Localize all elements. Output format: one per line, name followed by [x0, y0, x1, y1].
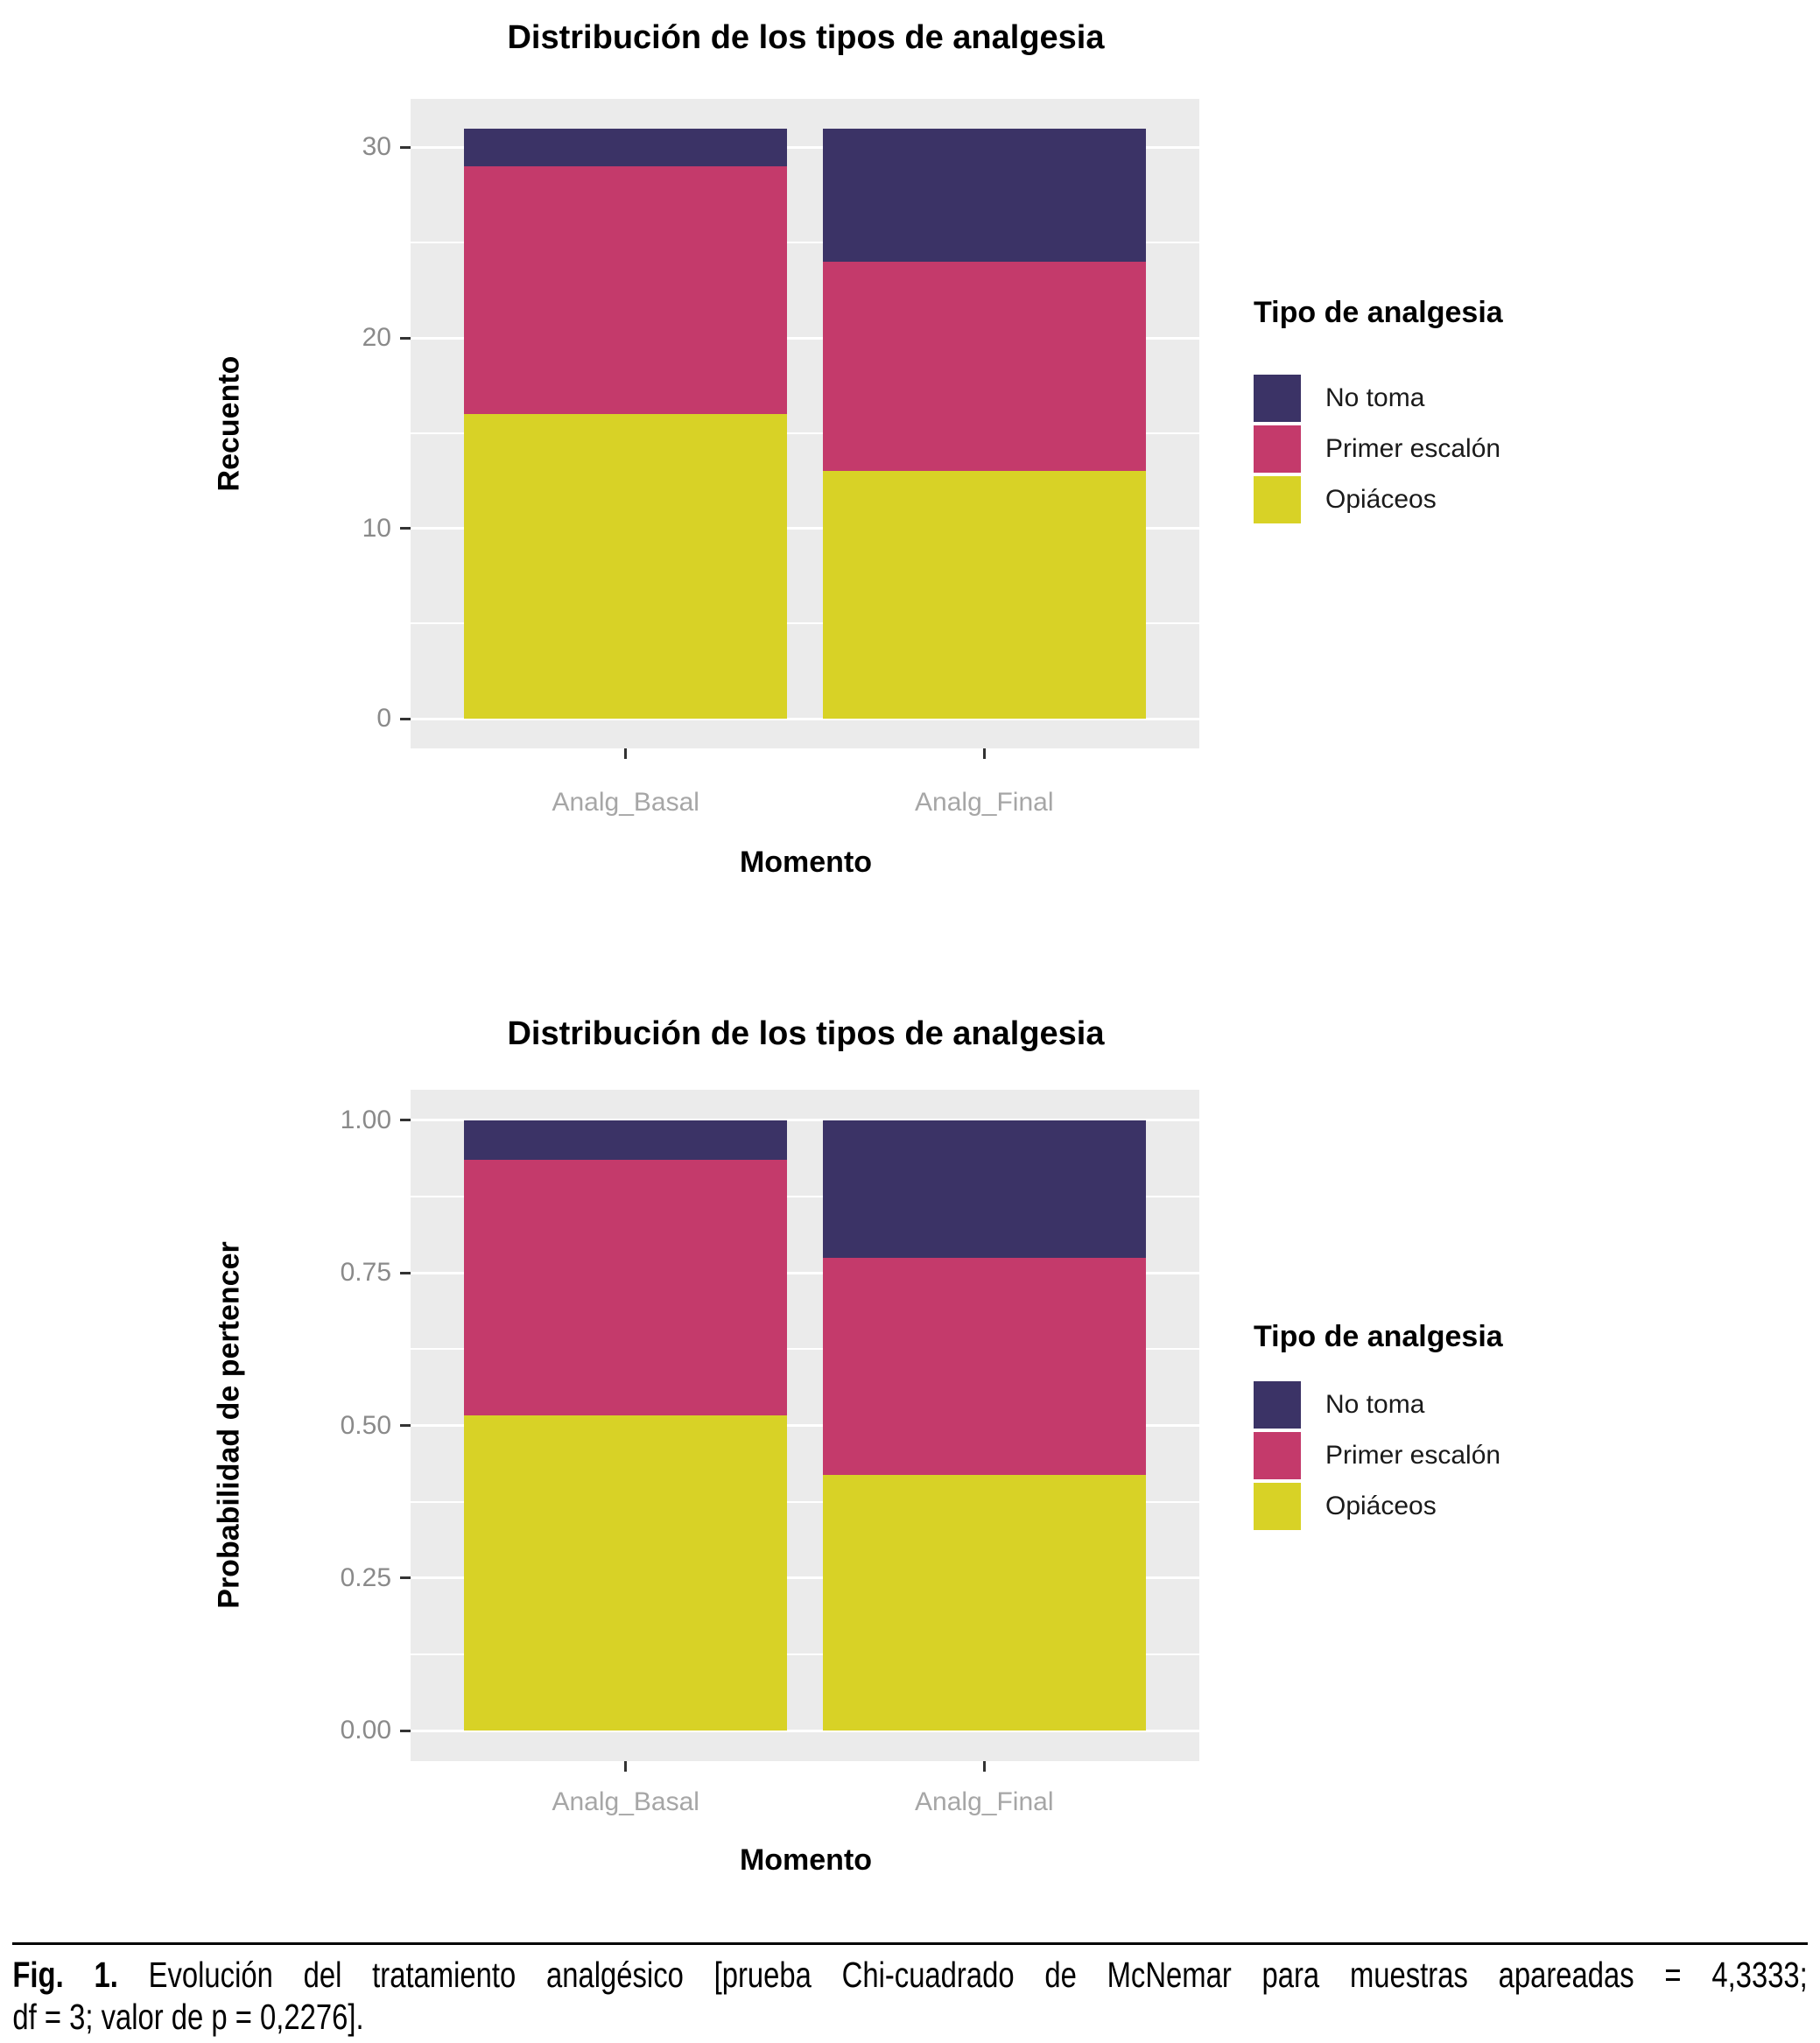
gridline-major: [411, 1424, 1199, 1427]
gridline-minor: [411, 1653, 1199, 1655]
chart1-legend-title: Tipo de analgesia: [1254, 296, 1503, 329]
gridline-minor: [411, 1500, 1199, 1503]
caption-line-2: df = 3; valor de p = 0,2276].: [12, 1997, 364, 2037]
bar-segment-No toma: [823, 128, 1146, 263]
legend-item-Opiáceos: Opiáceos: [1254, 1483, 1621, 1530]
legend-key-swatch: [1254, 1381, 1301, 1429]
x-axis-tick: [982, 748, 986, 759]
y-axis-tick: [400, 145, 411, 149]
legend-item-label: No toma: [1325, 1390, 1425, 1419]
bar-segment-No toma: [464, 1120, 787, 1160]
gridline-major: [411, 1271, 1199, 1274]
gridline-minor: [411, 432, 1199, 434]
legend-key-swatch: [1254, 476, 1301, 523]
x-axis-tick: [982, 1761, 986, 1772]
y-axis-tick: [400, 1424, 411, 1427]
gridline-major: [411, 1729, 1199, 1732]
y-tick-label: 0: [376, 704, 391, 734]
legend-item-No toma: No toma: [1254, 375, 1621, 422]
legend-item-label: Opiáceos: [1325, 1492, 1437, 1520]
x-axis-tick: [624, 748, 628, 759]
caption-fig-label: Fig. 1.: [12, 1955, 118, 1995]
gridline-major: [411, 717, 1199, 720]
stacked-bar-Analg_Basal: [464, 128, 787, 720]
y-tick-label: 20: [362, 323, 391, 353]
y-axis-tick: [400, 336, 411, 340]
y-axis-tick: [400, 1119, 411, 1122]
y-tick-label: 0.25: [340, 1562, 391, 1592]
stacked-bar-Analg_Basal: [464, 1120, 787, 1731]
bar-segment-Primer escalón: [823, 1258, 1146, 1475]
y-axis-tick: [400, 527, 411, 530]
bar-segment-Opiáceos: [464, 414, 787, 720]
bar-segment-Primer escalón: [464, 1159, 787, 1416]
x-category-label: Analg_Basal: [552, 1787, 699, 1816]
stacked-bar-Analg_Final: [823, 128, 1146, 720]
x-category-label: Analg_Final: [915, 1787, 1054, 1816]
chart2-x-axis-title: Momento: [739, 1843, 873, 1877]
y-tick-label: 30: [362, 132, 391, 162]
bar-segment-Opiáceos: [823, 1474, 1146, 1731]
legend-item-Primer escalón: Primer escalón: [1254, 1432, 1621, 1479]
bar-segment-Opiáceos: [823, 471, 1146, 720]
gridline-major: [411, 1119, 1199, 1122]
legend-item-Primer escalón: Primer escalón: [1254, 425, 1621, 473]
gridline-major: [411, 527, 1199, 530]
legend-key-swatch: [1254, 1432, 1301, 1479]
y-axis-tick: [400, 1576, 411, 1580]
chart1-x-axis-title: Momento: [739, 846, 873, 879]
y-axis-tick: [400, 1729, 411, 1732]
gridline-major: [411, 1576, 1199, 1580]
legend-item-No toma: No toma: [1254, 1381, 1621, 1429]
gridline-minor: [411, 242, 1199, 244]
legend-key-swatch: [1254, 1483, 1301, 1530]
legend-key-swatch: [1254, 425, 1301, 473]
y-tick-label: 0.00: [340, 1716, 391, 1745]
legend-item-label: Primer escalón: [1325, 1441, 1501, 1470]
gridline-minor: [411, 1348, 1199, 1351]
y-tick-label: 0.75: [340, 1258, 391, 1288]
chart2-plot-area: 0.00 0.25 0.50 0.75 1.00 Analg_Basal Analg_Fin…: [340, 1090, 1199, 1816]
gridline-major: [411, 336, 1199, 340]
y-tick-label: 1.00: [340, 1105, 391, 1134]
gridline-minor: [411, 1196, 1199, 1198]
gridline-major: [411, 145, 1199, 149]
legend-item-label: Primer escalón: [1325, 434, 1501, 463]
bar-segment-Opiáceos: [464, 1415, 787, 1731]
figure-caption: Fig. 1. Evolución del tratamiento analgé…: [0, 1954, 1820, 2038]
bar-segment-Primer escalón: [823, 262, 1146, 472]
bar-segment-Primer escalón: [464, 166, 787, 415]
chart2-legend-title: Tipo de analgesia: [1254, 1320, 1503, 1353]
y-tick-label: 0.50: [340, 1410, 391, 1440]
bar-segment-No toma: [464, 128, 787, 167]
y-axis-tick: [400, 717, 411, 720]
chart2-title: Distribución de los tipos de analgesia: [507, 1015, 1105, 1052]
caption-divider: [12, 1942, 1808, 1945]
legend-item-label: No toma: [1325, 383, 1425, 412]
x-axis-tick: [624, 1761, 628, 1772]
gridline-minor: [411, 622, 1199, 625]
x-category-label: Analg_Basal: [552, 788, 699, 817]
legend-key-swatch: [1254, 375, 1301, 422]
chart1-plot-area: 0 10 20 30 Analg_Basal Analg_Final: [0, 0, 1820, 963]
y-axis-tick: [400, 1271, 411, 1274]
caption-text-1: Evolución del tratamiento analgésico [pr…: [117, 1955, 1808, 1995]
legend-item-Opiáceos: Opiáceos: [1254, 476, 1621, 523]
x-category-label: Analg_Final: [915, 788, 1054, 817]
bar-segment-No toma: [823, 1120, 1146, 1259]
chart1-title: Distribución de los tipos de analgesia: [507, 19, 1105, 56]
legend-item-label: Opiáceos: [1325, 485, 1437, 514]
caption-line-1: Fig. 1. Evolución del tratamiento analgé…: [0, 1954, 1820, 1996]
y-tick-label: 10: [362, 513, 391, 543]
stacked-bar-Analg_Final: [823, 1120, 1146, 1731]
